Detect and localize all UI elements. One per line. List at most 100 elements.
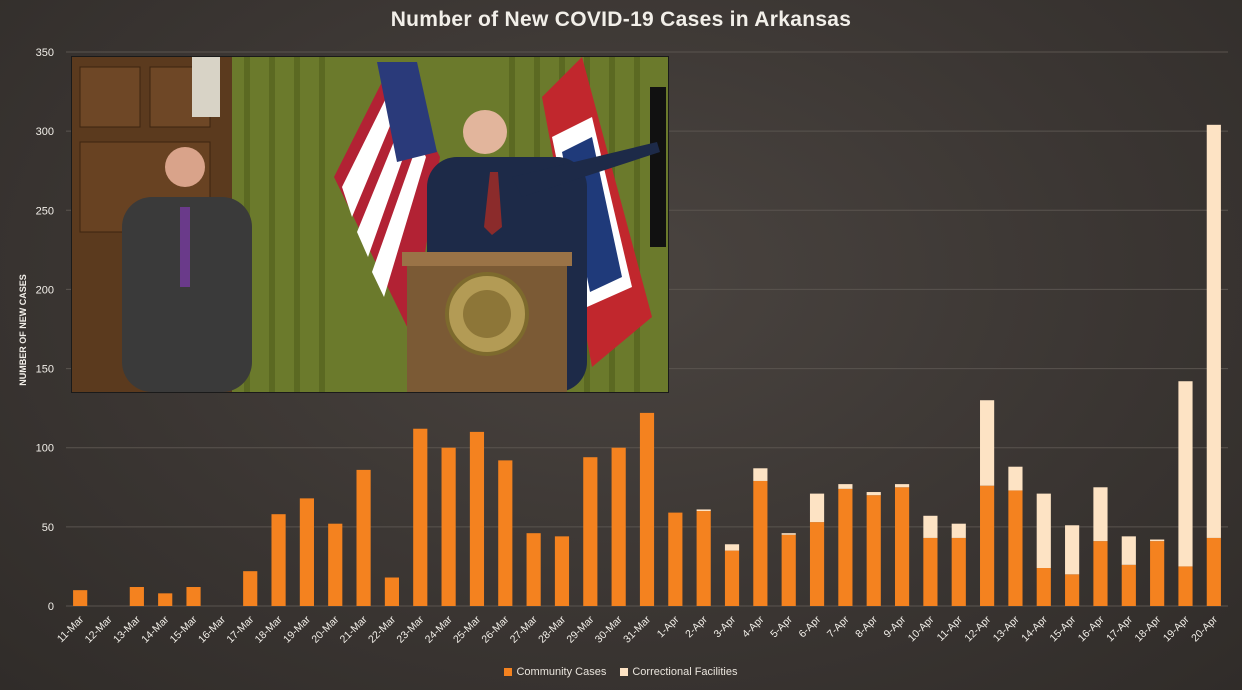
x-tick-label: 29-Mar <box>564 613 596 645</box>
x-tick-label: 18-Apr <box>1132 613 1163 644</box>
legend-item-correctional: Correctional Facilities <box>620 666 738 678</box>
x-tick-label: 3-Apr <box>711 613 738 640</box>
legend-label-correctional: Correctional Facilities <box>632 666 738 678</box>
x-tick-label: 26-Mar <box>479 613 511 645</box>
y-tick-label: 150 <box>36 364 54 376</box>
bar-community <box>1150 541 1165 606</box>
bar-correctional <box>1065 525 1080 575</box>
bar-community <box>611 447 626 606</box>
y-tick-label: 50 <box>42 522 54 534</box>
x-tick-label: 20-Mar <box>309 613 341 645</box>
x-tick-label: 15-Mar <box>168 613 200 645</box>
x-tick-label: 12-Apr <box>962 613 993 644</box>
x-tick-label: 11-Apr <box>935 613 966 644</box>
bar-community <box>923 537 938 606</box>
legend: Community Cases Correctional Facilities <box>0 666 1242 678</box>
bar-correctional <box>1093 487 1108 542</box>
video-frame <box>72 57 668 392</box>
bar-correctional <box>1150 539 1165 542</box>
bar-community <box>384 577 400 606</box>
bar-community <box>554 536 570 606</box>
window <box>192 57 220 117</box>
x-tick-label: 14-Apr <box>1019 613 1050 644</box>
x-tick-label: 25-Mar <box>451 613 483 645</box>
press-conference-video[interactable] <box>71 56 669 393</box>
x-tick-label: 10-Apr <box>906 613 937 644</box>
bar-community <box>724 550 740 606</box>
bar-correctional <box>696 509 711 512</box>
bar-community <box>1121 564 1136 606</box>
x-tick-label: 8-Apr <box>853 613 880 640</box>
bar-correctional <box>923 515 938 538</box>
x-tick-label: 17-Mar <box>224 613 256 645</box>
bar-community <box>186 587 201 606</box>
x-tick-label: 7-Apr <box>825 613 852 640</box>
x-tick-label: 13-Mar <box>111 613 143 645</box>
y-axis-label: NUMBER OF NEW CASES <box>18 274 28 386</box>
bar-correctional <box>1036 493 1051 569</box>
bar-correctional <box>753 468 768 481</box>
bar-community <box>129 587 144 606</box>
x-tick-label: 19-Apr <box>1161 613 1192 644</box>
x-tick-label: 24-Mar <box>423 613 455 645</box>
x-tick-label: 2-Apr <box>683 613 710 640</box>
bar-community <box>469 431 485 606</box>
bar-community <box>1178 566 1193 606</box>
bar-correctional <box>838 484 853 489</box>
bar-correctional <box>1121 536 1136 565</box>
x-tick-label: 31-Mar <box>621 613 653 645</box>
x-tick-label: 13-Apr <box>991 613 1022 644</box>
bar-correctional <box>894 484 910 488</box>
bar-community <box>299 498 314 606</box>
bar-community <box>158 593 173 606</box>
bar-community <box>73 590 88 606</box>
x-tick-label: 21-Mar <box>338 613 370 645</box>
x-tick-label: 27-Mar <box>508 613 540 645</box>
bar-correctional <box>980 400 995 486</box>
bar-community <box>1065 574 1080 606</box>
state-seal-icon <box>445 272 529 356</box>
y-tick-label: 300 <box>36 126 54 138</box>
x-tick-label: 12-Mar <box>83 613 115 645</box>
bar-community <box>809 522 825 606</box>
bar-correctional <box>724 544 740 551</box>
bar-community <box>441 447 456 606</box>
x-tick-label: 9-Apr <box>882 613 909 640</box>
bar-community <box>980 485 995 606</box>
legend-item-community: Community Cases <box>504 666 606 678</box>
bar-community <box>1093 541 1108 606</box>
y-tick-label: 100 <box>36 443 54 455</box>
bar-community <box>328 523 343 606</box>
monitor <box>650 87 666 247</box>
x-tick-label: 28-Mar <box>536 613 568 645</box>
bar-correctional <box>1178 381 1193 567</box>
bar-correctional <box>1008 466 1023 491</box>
x-tick-label: 1-Apr <box>655 613 682 640</box>
x-tick-label: 14-Mar <box>139 613 171 645</box>
x-tick-label: 19-Mar <box>281 613 313 645</box>
bar-community <box>696 511 711 606</box>
legend-label-community: Community Cases <box>516 666 607 678</box>
x-tick-label: 16-Apr <box>1076 613 1107 644</box>
bar-community <box>753 480 768 606</box>
bar-community <box>668 512 683 606</box>
bar-correctional <box>866 492 881 496</box>
x-tick-label: 20-Apr <box>1189 613 1220 644</box>
bar-community <box>1206 537 1221 606</box>
bar-correctional <box>781 533 796 535</box>
bar-correctional <box>1206 124 1221 538</box>
legend-swatch-correctional <box>620 668 629 676</box>
bar-community <box>1008 490 1023 606</box>
legend-swatch-community <box>504 668 513 676</box>
bar-community <box>526 533 541 606</box>
y-tick-label: 350 <box>36 47 54 59</box>
bar-correctional <box>809 493 825 523</box>
y-tick-label: 200 <box>36 284 54 296</box>
bar-community <box>583 457 598 606</box>
x-tick-label: 11-Mar <box>55 613 87 645</box>
y-tick-label: 250 <box>36 205 54 217</box>
x-tick-label: 22-Mar <box>366 613 398 645</box>
wood-inset <box>79 66 141 128</box>
bar-correctional <box>951 523 966 538</box>
